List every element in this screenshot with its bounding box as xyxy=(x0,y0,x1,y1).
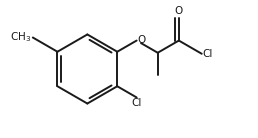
Text: Cl: Cl xyxy=(203,49,213,59)
Text: CH$_3$: CH$_3$ xyxy=(10,31,31,44)
Text: Cl: Cl xyxy=(131,98,142,108)
Text: O: O xyxy=(175,6,183,16)
Text: O: O xyxy=(138,34,146,45)
